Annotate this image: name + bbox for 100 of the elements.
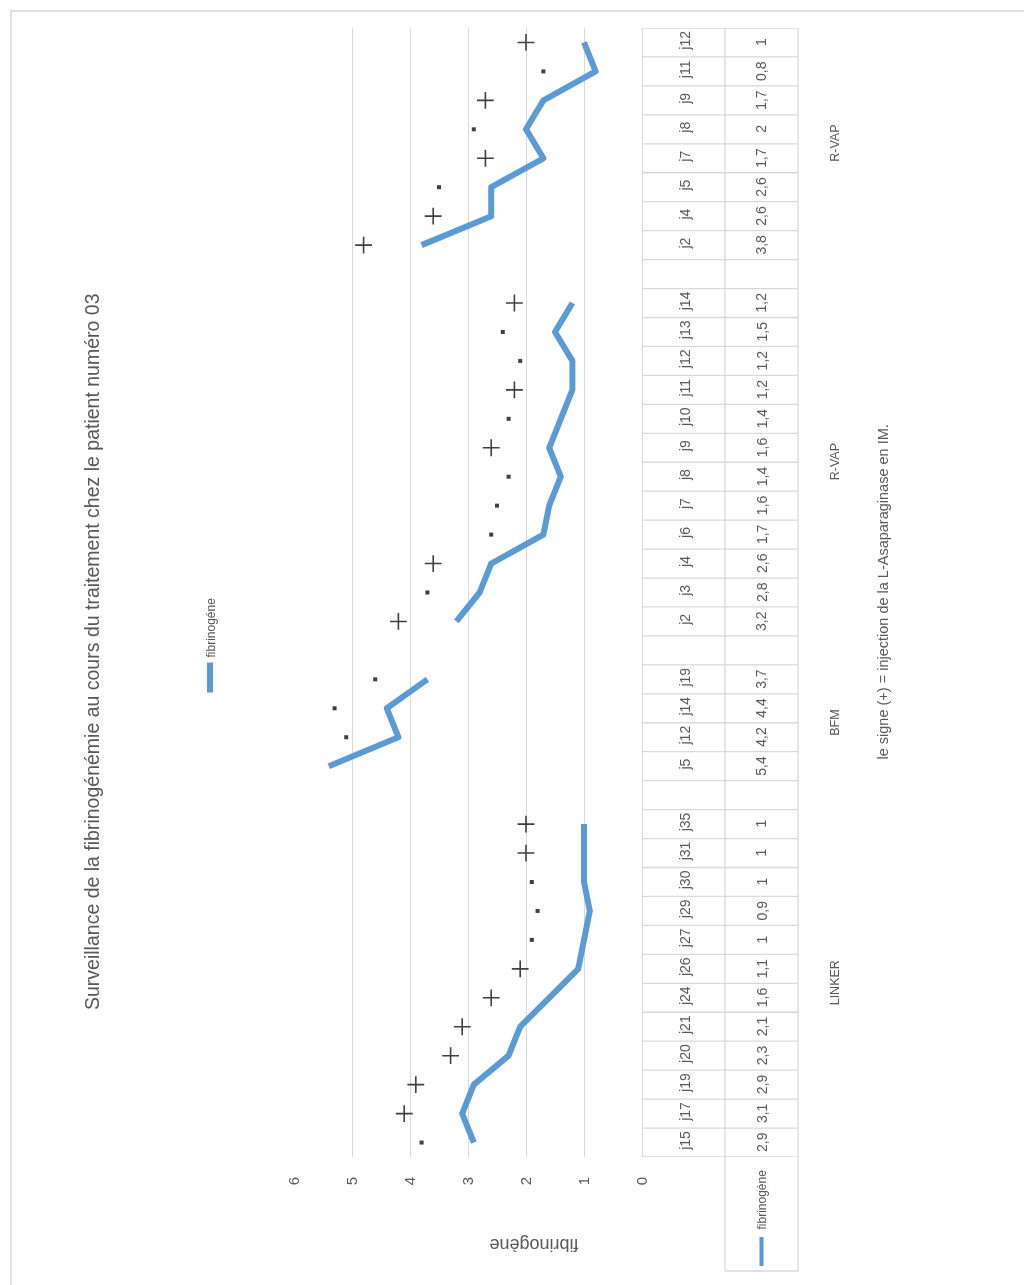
data-label: 2,6 (753, 205, 770, 226)
data-label: 2,9 (753, 1074, 770, 1095)
data-label: 5,4 (753, 756, 770, 776)
x-tick-label: 0 (632, 1177, 650, 1186)
point (535, 908, 540, 913)
y-tick-label: j7 (676, 150, 693, 163)
text: R-VAP (828, 124, 843, 162)
point (373, 677, 378, 682)
x-tick-label: 2 (516, 1177, 534, 1186)
y-tick-label: j4 (676, 555, 693, 568)
y-tick-label: j31 (676, 841, 693, 862)
data-label: 3,2 (753, 611, 770, 631)
data-label: 1,2 (753, 379, 770, 400)
x-tick-label: 3 (458, 1177, 476, 1186)
point (529, 879, 534, 884)
point (516, 33, 536, 52)
point (453, 1017, 472, 1036)
point (424, 554, 443, 573)
point (425, 590, 430, 595)
point (482, 988, 501, 1007)
text: Surveillance de la fibrinogénémie au cours du traitement chez le patient numéro 03 (81, 293, 103, 1010)
data-label: 1,4 (753, 408, 770, 429)
y-tick-label: j8 (676, 468, 693, 482)
point (506, 474, 511, 479)
y-tick-label: j20 (676, 1044, 693, 1064)
point (516, 843, 536, 863)
y-tick-label: j21 (676, 1015, 693, 1035)
y-tick-label: j12 (676, 725, 693, 746)
point (541, 69, 546, 74)
point (441, 1046, 460, 1065)
y-tick-label: j7 (676, 497, 693, 510)
x-tick-label: 6 (284, 1177, 302, 1186)
x-tick-label: 1 (574, 1177, 592, 1186)
point (511, 959, 530, 979)
point (437, 185, 441, 190)
text: R-VAP (827, 442, 842, 481)
data-label: 1 (753, 37, 770, 46)
y-tick-label: j6 (676, 526, 693, 539)
y-tick-label: j11 (676, 60, 693, 80)
data-label: 2,6 (753, 553, 770, 574)
point (424, 206, 443, 226)
data-label: 1,7 (753, 90, 770, 110)
data-label: 4,4 (753, 698, 770, 718)
y-tick-label: j27 (676, 928, 693, 949)
point (406, 1075, 425, 1094)
y-tick-label: j2 (676, 613, 693, 626)
data-label: 0,8 (753, 61, 770, 81)
y-tick-label: j5 (676, 758, 693, 771)
data-label: 2,8 (754, 582, 770, 602)
data-label: 1,2 (753, 292, 770, 313)
data-label: 2,3 (753, 1045, 770, 1066)
y-tick-label: j15 (676, 1130, 693, 1151)
text: fibrinogéne (203, 597, 218, 658)
x-axis-title: fibrinogène (489, 1235, 579, 1256)
data-label: 2,6 (753, 177, 770, 197)
data-label: 1,4 (753, 466, 770, 487)
x-tick-label: 5 (342, 1177, 360, 1186)
y-tick-label: j3 (676, 584, 693, 597)
text: BFM (828, 709, 843, 736)
data-label: 1,7 (753, 148, 770, 168)
y-tick-label: j29 (676, 899, 693, 920)
y-tick-label: j19 (676, 667, 693, 688)
point (500, 329, 505, 334)
y-tick-label: j14 (676, 696, 693, 717)
y-tick-label: j13 (676, 320, 693, 341)
text: fibrinogéne (754, 1170, 769, 1230)
x-tick-label: 4 (400, 1177, 418, 1186)
point (476, 149, 495, 168)
y-tick-label: j35 (676, 812, 693, 833)
point (489, 532, 494, 537)
data-label: 1,1 (753, 958, 770, 979)
point (495, 503, 499, 508)
point (476, 91, 495, 110)
point (389, 612, 408, 631)
y-tick-label: j19 (676, 1072, 693, 1093)
data-label: 1,6 (753, 437, 770, 458)
y-tick-label: j26 (676, 957, 693, 978)
y-tick-label: j12 (676, 30, 693, 51)
data-label: 1,6 (753, 495, 770, 516)
point (419, 1140, 424, 1145)
y-tick-label: j5 (676, 179, 693, 192)
text: LINKER (827, 960, 842, 1006)
point (344, 735, 349, 740)
data-label: 2,9 (753, 1132, 770, 1153)
point (332, 706, 337, 711)
point (505, 293, 524, 313)
point (482, 438, 501, 457)
point (505, 380, 524, 400)
y-tick-label: j2 (676, 237, 693, 250)
data-label: 2,1 (753, 1016, 770, 1037)
y-tick-label: j10 (676, 407, 693, 428)
point (395, 1104, 414, 1123)
data-label: 1 (753, 819, 770, 828)
y-tick-label: j24 (676, 986, 693, 1007)
data-label: 3,8 (753, 234, 770, 255)
data-label: 1 (753, 877, 770, 886)
data-label: 1 (753, 935, 770, 944)
data-label: 1,5 (753, 321, 770, 342)
data-label: 1,7 (753, 524, 770, 545)
data-label: 4,2 (753, 727, 770, 747)
